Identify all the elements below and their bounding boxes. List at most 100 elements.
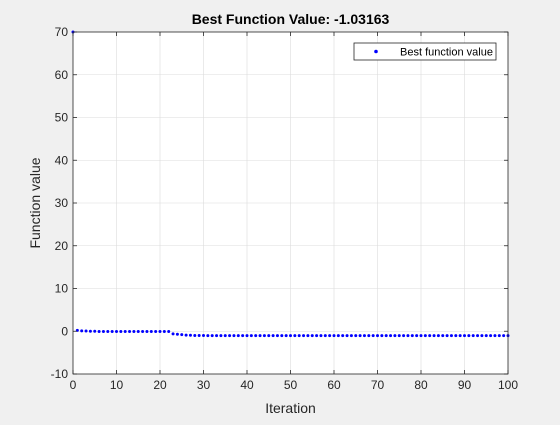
data-point bbox=[436, 334, 440, 338]
y-tick-label: 0 bbox=[61, 324, 68, 338]
data-point bbox=[97, 329, 101, 333]
data-point bbox=[306, 334, 310, 338]
data-point bbox=[267, 334, 271, 338]
x-tick-label: 80 bbox=[414, 378, 428, 392]
data-point bbox=[175, 332, 179, 336]
x-tick-label: 60 bbox=[327, 378, 341, 392]
data-point bbox=[341, 334, 345, 338]
data-point bbox=[419, 334, 423, 338]
data-point bbox=[449, 334, 453, 338]
data-point bbox=[232, 334, 236, 338]
y-tick-label: -10 bbox=[51, 367, 69, 381]
legend-box bbox=[353, 42, 497, 61]
data-point bbox=[380, 334, 384, 338]
x-tick-label: 90 bbox=[458, 378, 472, 392]
x-tick-label: 70 bbox=[371, 378, 385, 392]
y-tick-label: 50 bbox=[55, 111, 69, 125]
data-point bbox=[323, 334, 327, 338]
data-point bbox=[406, 334, 410, 338]
data-point bbox=[345, 334, 349, 338]
data-point bbox=[328, 334, 332, 338]
data-point bbox=[310, 334, 314, 338]
data-point bbox=[484, 334, 488, 338]
data-point bbox=[115, 329, 118, 333]
x-tick-label: 10 bbox=[110, 378, 124, 392]
y-axis-label: Function value bbox=[27, 157, 43, 248]
data-point bbox=[241, 334, 245, 338]
data-point bbox=[271, 334, 275, 338]
data-point bbox=[471, 334, 475, 338]
data-point bbox=[402, 334, 406, 338]
data-point bbox=[145, 329, 149, 333]
data-point bbox=[367, 334, 371, 338]
data-point bbox=[136, 329, 140, 333]
data-point bbox=[162, 329, 166, 333]
data-point bbox=[223, 334, 227, 338]
data-point bbox=[228, 334, 232, 338]
data-point bbox=[275, 334, 279, 338]
data-point bbox=[289, 334, 292, 338]
data-point bbox=[293, 334, 297, 338]
y-tick-label: 30 bbox=[55, 196, 69, 210]
data-point bbox=[415, 334, 419, 338]
data-point bbox=[441, 334, 445, 338]
data-point bbox=[215, 334, 219, 338]
data-point bbox=[184, 333, 188, 337]
data-point bbox=[149, 329, 153, 333]
data-point bbox=[302, 334, 306, 338]
data-point bbox=[410, 334, 414, 338]
data-point bbox=[393, 334, 397, 338]
data-point bbox=[336, 334, 340, 338]
data-point bbox=[110, 329, 114, 333]
x-tick-label: 30 bbox=[197, 378, 211, 392]
data-point bbox=[119, 329, 123, 333]
y-tick-label: 40 bbox=[55, 153, 69, 167]
data-point bbox=[197, 334, 201, 338]
data-point bbox=[480, 334, 484, 338]
data-point bbox=[171, 332, 175, 336]
legend[interactable]: Best function value bbox=[353, 42, 497, 61]
data-point bbox=[493, 334, 497, 338]
data-point bbox=[188, 333, 192, 337]
data-point bbox=[154, 329, 158, 333]
data-point bbox=[454, 334, 458, 338]
data-point bbox=[297, 334, 301, 338]
data-point bbox=[497, 334, 501, 338]
data-point bbox=[236, 334, 240, 338]
data-point bbox=[180, 333, 184, 337]
data-point bbox=[397, 334, 401, 338]
y-tick-label: 70 bbox=[55, 25, 69, 39]
data-point bbox=[210, 334, 214, 338]
data-point bbox=[202, 334, 205, 338]
data-point bbox=[384, 334, 388, 338]
data-point bbox=[358, 334, 362, 338]
data-point bbox=[315, 334, 319, 338]
data-point bbox=[389, 334, 393, 338]
data-point bbox=[101, 329, 105, 333]
x-tick-label: 0 bbox=[70, 378, 77, 392]
data-point bbox=[489, 334, 493, 338]
data-point bbox=[428, 334, 432, 338]
data-point bbox=[167, 329, 171, 333]
data-point bbox=[445, 334, 449, 338]
data-point bbox=[280, 334, 284, 338]
data-point bbox=[371, 334, 375, 338]
legend-label: Best function value bbox=[400, 47, 493, 59]
data-point bbox=[254, 334, 258, 338]
y-tick-label: 20 bbox=[55, 239, 69, 253]
x-tick-label: 100 bbox=[498, 378, 518, 392]
data-point bbox=[219, 334, 223, 338]
data-point bbox=[141, 329, 145, 333]
data-point bbox=[80, 329, 84, 333]
data-point bbox=[206, 334, 210, 338]
data-point bbox=[132, 329, 136, 333]
x-tick-label: 40 bbox=[240, 378, 254, 392]
data-point bbox=[258, 334, 262, 338]
data-point bbox=[128, 329, 132, 333]
data-point bbox=[354, 334, 358, 338]
data-series bbox=[71, 30, 510, 338]
data-point bbox=[193, 334, 197, 338]
data-point bbox=[158, 329, 162, 333]
